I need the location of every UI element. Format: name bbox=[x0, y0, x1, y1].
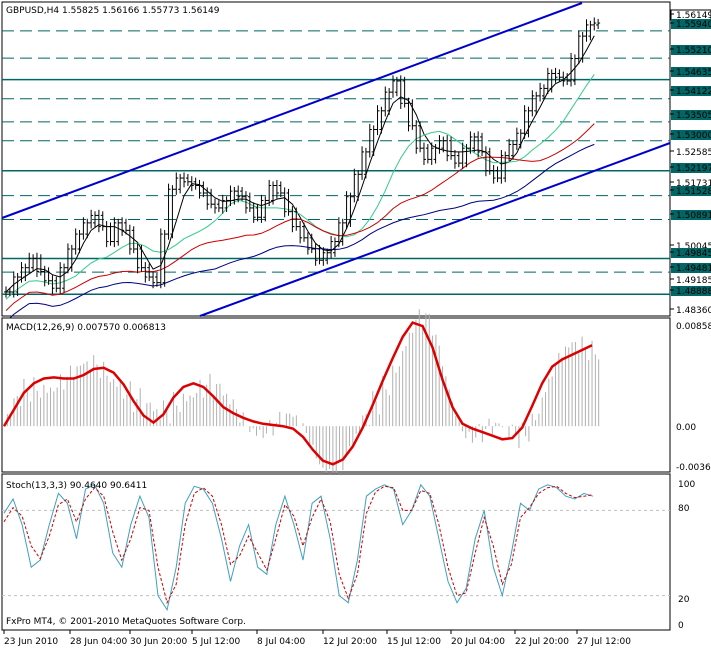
stoch-main-line bbox=[3, 483, 594, 612]
price-label: 1.55210 bbox=[676, 46, 711, 56]
price-label: 1.54635 bbox=[676, 68, 711, 78]
time-label: 22 Jul 20:00 bbox=[515, 637, 569, 647]
stoch-axis: 100 80 20 0 bbox=[678, 480, 695, 631]
time-axis: 23 Jun 2010 28 Jun 04:00 30 Jun 20:00 5 Jul… bbox=[3, 630, 631, 647]
stoch-panel[interactable] bbox=[1, 473, 671, 631]
price-label: 1.49185 bbox=[676, 276, 711, 286]
horizontal-levels[interactable] bbox=[2, 30, 670, 296]
price-label: 1.54122 bbox=[676, 87, 711, 97]
time-label: 12 Jul 20:00 bbox=[323, 637, 377, 647]
stoch-lines bbox=[3, 483, 594, 612]
price-tag bbox=[671, 248, 711, 258]
time-label: 30 Jun 20:00 bbox=[130, 637, 187, 647]
stoch-header: Stoch(13,3,3) 90.4640 90.6411 bbox=[6, 481, 147, 491]
macd-header: MACD(12,26,9) 0.007570 0.006813 bbox=[6, 323, 166, 333]
moving-average-line bbox=[5, 35, 595, 293]
price-tag bbox=[671, 19, 711, 29]
price-label: 1.50045 bbox=[676, 242, 711, 252]
time-label: 20 Jul 04:00 bbox=[451, 637, 505, 647]
copyright-footer: FxPro MT4, © 2001-2010 MetaQuotes Softwa… bbox=[6, 617, 246, 627]
price-label: 1.49481 bbox=[676, 264, 711, 274]
channel-upper bbox=[1, 2, 583, 219]
price-tag bbox=[671, 130, 711, 140]
time-label: 27 Jul 12:00 bbox=[577, 637, 631, 647]
time-label: 15 Jul 12:00 bbox=[387, 637, 441, 647]
moving-average-line bbox=[5, 143, 595, 323]
price-tag bbox=[671, 67, 711, 77]
stoch-axis-label: 100 bbox=[678, 480, 695, 490]
trend-channel[interactable] bbox=[1, 2, 671, 317]
price-label: 1.55940 bbox=[676, 20, 711, 30]
symbol-header: GBPUSD,H4 1.55825 1.56166 1.55773 1.5614… bbox=[6, 6, 220, 16]
moving-average-line bbox=[5, 74, 595, 300]
price-bars bbox=[4, 17, 601, 298]
price-label: 1.52197 bbox=[676, 164, 711, 174]
time-label: 28 Jun 04:00 bbox=[70, 637, 127, 647]
channel-lower bbox=[199, 142, 671, 317]
price-panel[interactable] bbox=[1, 1, 671, 317]
price-label: 1.53505 bbox=[676, 111, 711, 121]
macd-axis: 0.00858 0.00 -0.00368 bbox=[676, 322, 711, 473]
price-tag bbox=[671, 163, 711, 173]
macd-signal-line bbox=[2, 321, 593, 466]
price-label: 1.49845 bbox=[676, 249, 711, 259]
time-label: 23 Jun 2010 bbox=[4, 637, 58, 647]
price-label: 1.48360 bbox=[676, 306, 711, 316]
stoch-signal-line bbox=[3, 485, 593, 605]
price-tag bbox=[671, 286, 711, 296]
stoch-axis-label: 0 bbox=[678, 621, 684, 631]
macd-axis-label: 0.00 bbox=[676, 423, 696, 433]
macd-axis-label: 0.00858 bbox=[676, 322, 711, 332]
macd-axis-label: -0.00368 bbox=[676, 463, 711, 473]
price-tag bbox=[671, 263, 711, 273]
price-label: 1.51528 bbox=[676, 187, 711, 197]
price-tag bbox=[671, 86, 711, 96]
price-label: 1.51731 bbox=[676, 179, 711, 189]
moving-average-line bbox=[5, 123, 595, 311]
time-label: 5 Jul 12:00 bbox=[192, 637, 241, 647]
price-tag bbox=[671, 186, 711, 196]
price-label: 1.53000 bbox=[676, 131, 711, 141]
stoch-axis-label: 20 bbox=[678, 595, 690, 605]
price-tag bbox=[671, 110, 711, 120]
price-label: 1.50891 bbox=[676, 211, 711, 221]
moving-averages bbox=[5, 35, 595, 323]
macd-signal-path bbox=[2, 321, 593, 466]
price-label: 1.48888 bbox=[676, 287, 711, 297]
price-label: 1.56149 bbox=[676, 11, 711, 21]
price-tag bbox=[671, 45, 711, 55]
price-label: 1.52585 bbox=[676, 148, 711, 158]
time-label: 8 Jul 04:00 bbox=[257, 637, 306, 647]
stoch-axis-label: 80 bbox=[678, 504, 690, 514]
price-tag bbox=[671, 210, 711, 220]
